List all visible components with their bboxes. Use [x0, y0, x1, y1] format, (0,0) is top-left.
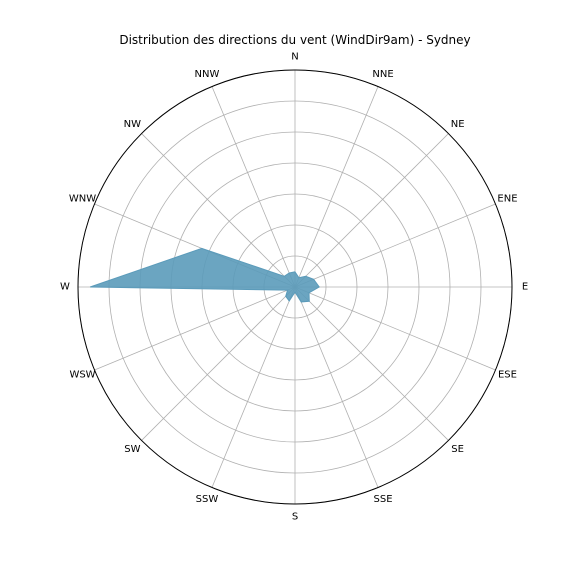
grid-spoke [94, 286, 296, 371]
direction-label-w: W [60, 282, 70, 293]
direction-label-sw: SW [124, 444, 140, 455]
direction-label-s: S [292, 512, 298, 523]
direction-label-nne: NNE [372, 69, 393, 80]
direction-label-nnw: NNW [195, 69, 220, 80]
direction-label-ene: ENE [497, 193, 517, 204]
direction-label-e: E [522, 282, 528, 293]
direction-label-ese: ESE [498, 370, 517, 381]
grid-spoke [294, 86, 379, 288]
direction-label-ne: NE [451, 119, 465, 130]
direction-label-nw: NW [124, 119, 141, 130]
direction-label-n: N [291, 52, 298, 63]
grid-spoke [141, 286, 296, 441]
direction-label-sse: SSE [374, 494, 393, 505]
grid-spoke [294, 286, 449, 441]
grid-spoke [294, 203, 496, 288]
grid-spoke [294, 133, 449, 288]
direction-label-ssw: SSW [196, 494, 219, 505]
grid-spoke [294, 286, 379, 488]
polar-frame [77, 69, 513, 505]
chart-title: Distribution des directions du vent (Win… [119, 33, 470, 47]
grid-spoke [294, 286, 496, 371]
direction-label-se: SE [451, 444, 464, 455]
grid-spoke [211, 86, 296, 288]
wind-frequency-area [89, 247, 320, 303]
direction-label-wsw: WSW [69, 370, 95, 381]
grid-spoke [211, 286, 296, 488]
direction-labels: N NNE NE ENE E ESE SE SSE S SSW SW WSW W WNW NW NNW [60, 52, 528, 523]
direction-label-wnw: WNW [69, 193, 96, 204]
data-layer [89, 247, 320, 303]
grid-spoke [141, 133, 296, 288]
